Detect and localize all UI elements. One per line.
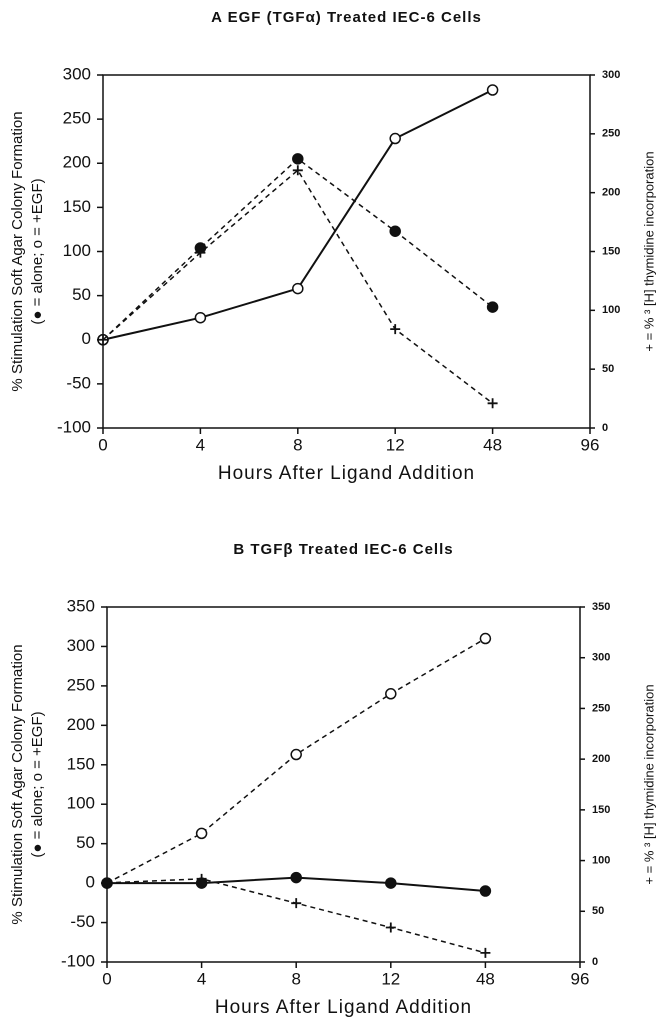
y-tick-label: 350	[67, 596, 95, 615]
y2-axis-label: + = % ³ [H] thymidine incorporation	[641, 684, 656, 884]
marker-plus	[291, 898, 302, 909]
y-tick-label: -100	[57, 417, 91, 436]
plot-frame	[102, 74, 591, 429]
y-tick-label: 100	[67, 794, 95, 813]
marker-plus	[385, 922, 396, 933]
marker-plus	[102, 877, 112, 888]
x-tick-label: 0	[102, 969, 111, 988]
marker-open	[389, 132, 401, 145]
y2-tick-label: 100	[602, 304, 620, 316]
y-tick-label: 200	[67, 715, 95, 734]
plot-frame	[106, 606, 581, 963]
marker-open	[385, 688, 397, 700]
x-tick-label: 12	[386, 435, 405, 454]
x-tick-label: 48	[483, 435, 502, 454]
y-tick-label: 300	[67, 636, 95, 655]
y-tick-label: 200	[63, 153, 91, 172]
marker-open	[479, 632, 492, 645]
series-line	[102, 157, 494, 341]
marker-filled	[479, 885, 492, 897]
x-axis-label: Hours After Ligand Addition	[215, 997, 472, 1018]
marker-plus	[196, 873, 207, 884]
x-tick-label: 4	[196, 435, 205, 454]
marker-plus	[480, 947, 491, 958]
y-tick-label: -50	[66, 373, 91, 392]
y-tick-label: 100	[63, 241, 91, 260]
x-tick-label: 0	[98, 435, 107, 454]
x-tick-label: 48	[476, 969, 495, 988]
series-line	[102, 89, 494, 341]
y2-tick-label: 50	[602, 363, 614, 375]
y2-tick-label: 300	[602, 69, 620, 81]
y-tick-label: 0	[86, 873, 95, 892]
marker-open	[194, 311, 207, 324]
x-tick-label: 12	[381, 969, 400, 988]
x-axis-label: Hours After Ligand Addition	[218, 463, 475, 484]
marker-filled	[290, 871, 302, 884]
y-tick-label: -50	[70, 912, 95, 931]
y-axis-label: (● = alone; o = +EGF)	[29, 711, 46, 857]
y2-tick-label: 350	[592, 601, 610, 613]
y-tick-label: 250	[63, 109, 91, 128]
y2-tick-label: 100	[592, 854, 610, 866]
marker-filled	[292, 153, 304, 165]
marker-open	[292, 282, 304, 295]
x-tick-label: 8	[293, 435, 302, 454]
y-tick-label: 150	[63, 197, 91, 216]
marker-plus	[195, 247, 206, 258]
y-tick-label: 50	[76, 833, 95, 852]
y-tick-label: 250	[67, 675, 95, 694]
marker-open	[486, 84, 499, 96]
y-tick-label: 50	[72, 285, 91, 304]
y2-tick-label: 150	[592, 804, 610, 816]
y2-tick-label: 200	[602, 187, 620, 199]
chart-title: B TGFβ Treated IEC-6 Cells	[233, 541, 453, 558]
y-tick-label: 300	[63, 64, 91, 83]
y-axis-label: % Stimulation Soft Agar Colony Formation	[9, 644, 26, 924]
marker-plus	[487, 398, 498, 409]
y2-tick-label: 150	[602, 245, 620, 257]
marker-filled	[385, 877, 397, 889]
marker-plus	[98, 334, 108, 345]
y2-tick-label: 200	[592, 753, 610, 765]
series-line	[106, 878, 486, 954]
y-axis-label: (● = alone; o = +EGF)	[29, 178, 46, 324]
marker-plus	[292, 165, 303, 176]
y-tick-label: -100	[61, 951, 95, 970]
y2-axis-label: + = % ³ [H] thymidine incorporation	[641, 151, 656, 351]
y-tick-label: 0	[82, 329, 91, 348]
y2-tick-label: 0	[592, 956, 598, 968]
x-tick-label: 8	[291, 969, 300, 988]
marker-filled	[389, 225, 401, 237]
y2-tick-label: 0	[602, 422, 608, 434]
series-line	[106, 637, 486, 884]
marker-filled	[486, 301, 499, 313]
y2-tick-label: 250	[602, 128, 620, 140]
x-tick-label: 96	[571, 969, 590, 988]
marker-open	[195, 827, 208, 840]
y-tick-label: 150	[67, 754, 95, 773]
chart-title: A EGF (TGFα) Treated IEC-6 Cells	[211, 9, 482, 26]
y-axis-label: % Stimulation Soft Agar Colony Formation	[9, 111, 26, 391]
y2-tick-label: 300	[592, 652, 610, 664]
x-tick-label: 96	[581, 435, 600, 454]
y2-tick-label: 250	[592, 702, 610, 714]
x-tick-label: 4	[197, 969, 206, 988]
y2-tick-label: 50	[592, 905, 604, 917]
marker-open	[290, 748, 302, 761]
marker-plus	[390, 324, 401, 335]
